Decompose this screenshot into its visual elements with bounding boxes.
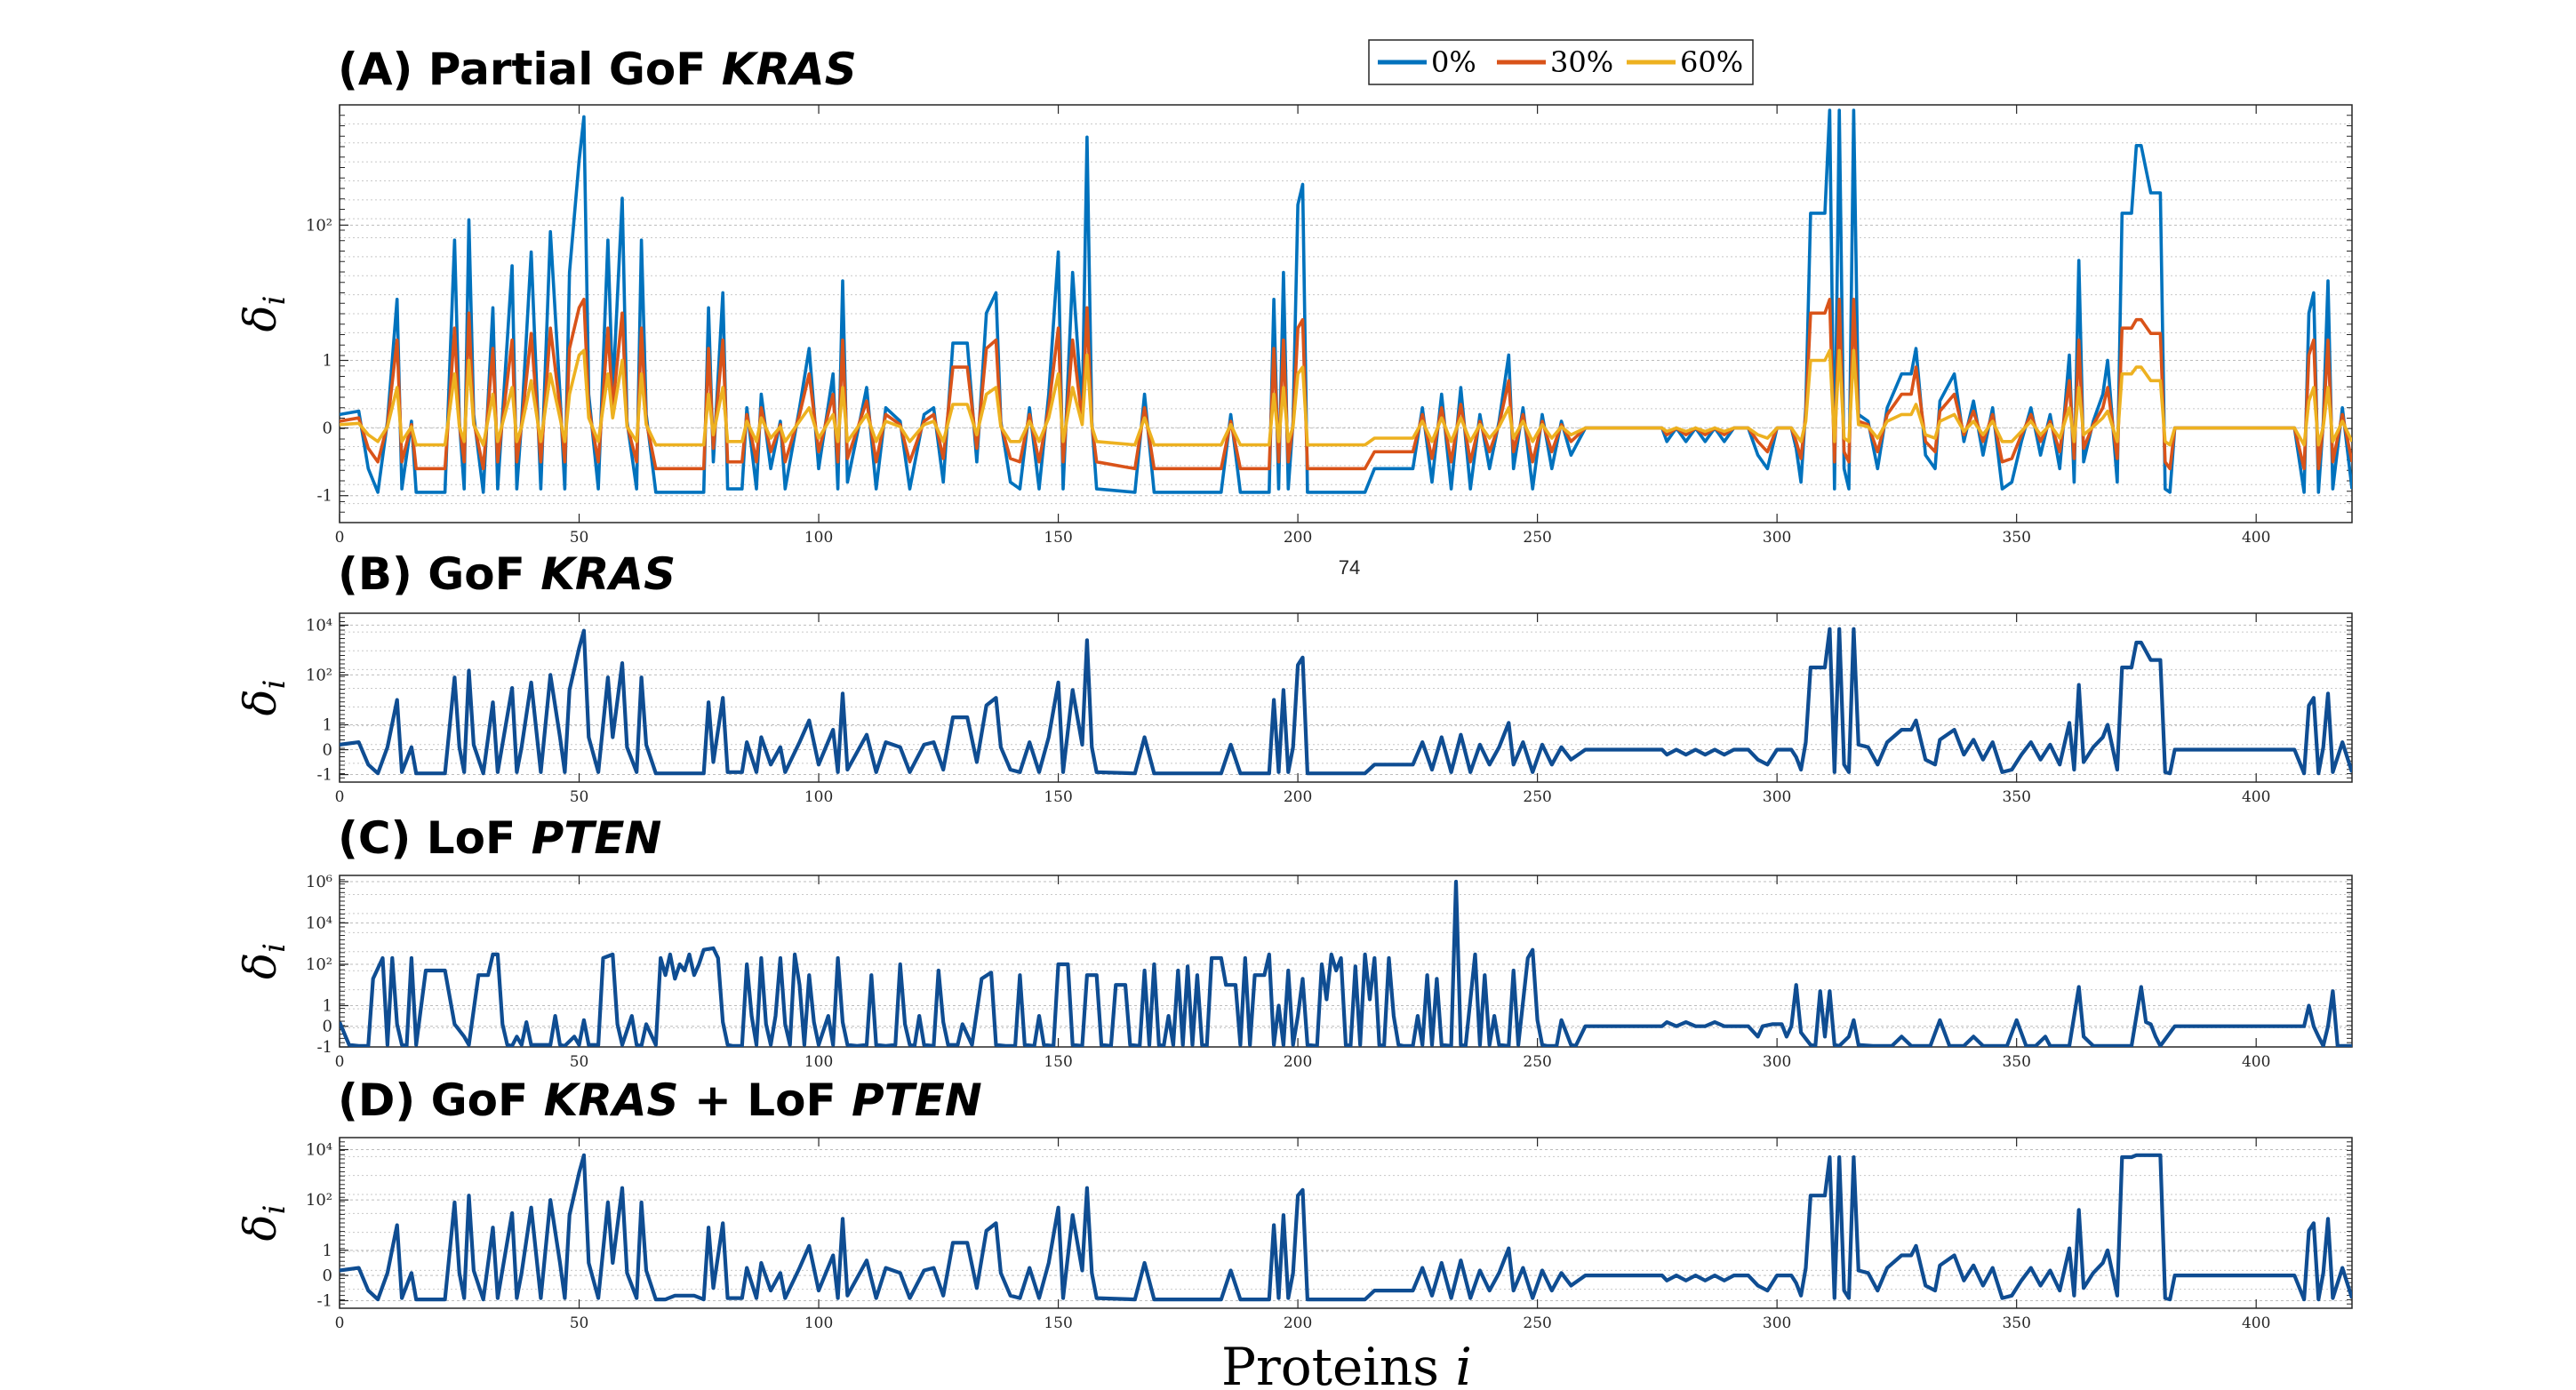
series-line-D-0: [340, 1153, 2352, 1302]
x-tick-label: 300: [1763, 788, 1791, 806]
x-tick-label: 50: [570, 1314, 589, 1332]
x-tick-label: 400: [2242, 788, 2270, 806]
panel-title-D: (D) GoF KRAS + LoF PTEN: [338, 1074, 982, 1126]
panel-A: 0 50 100 150 200 250 300 350 400 -1 0 1 10² δi (A) Par…: [235, 44, 2353, 547]
y-axis-label: δi: [235, 680, 292, 716]
series-line-B-0: [340, 627, 2352, 776]
x-axis-label: Proteins i: [1221, 1337, 1472, 1390]
axis-ticks: [339, 1137, 2352, 1309]
grid: [340, 1149, 2352, 1301]
x-tick-label: 50: [570, 529, 589, 547]
x-tick-label: 150: [1044, 529, 1072, 547]
y-tick-label: -1: [316, 1291, 332, 1310]
x-tick-label: 200: [1284, 1053, 1312, 1071]
x-tick-label: 100: [804, 529, 833, 547]
x-note-74: 74: [1339, 556, 1360, 579]
panel-B: 0 50 100 150 200 250 300 350 400-10110²10⁴δi(B) …: [235, 548, 2353, 806]
x-tick-label: 150: [1044, 788, 1072, 806]
x-tick-label: 0: [335, 1053, 345, 1071]
x-tick-label: 200: [1284, 788, 1312, 806]
series-line-A-2: [340, 348, 2352, 447]
x-tick-label: 350: [2002, 1314, 2030, 1332]
y-tick-label: 10²: [306, 666, 332, 684]
x-tick-label: 150: [1044, 1053, 1072, 1071]
x-tick-label: 250: [1523, 529, 1551, 547]
x-tick-label: 100: [804, 1314, 833, 1332]
panel-D: 0 50 100 150 200 250 300 350 400-10110²10⁴δi(D) …: [235, 1074, 2353, 1332]
x-tick-label: 200: [1284, 529, 1312, 547]
axis-ticks: [339, 875, 2352, 1048]
axis-ticks: [339, 104, 2352, 523]
y-axis-label: δi: [235, 1205, 292, 1242]
y-tick-label: 10⁴: [306, 616, 332, 635]
panel-title-B: (B) GoF KRAS: [338, 548, 676, 600]
y-tick-label: 0: [323, 1266, 332, 1285]
legend-label-1: 30%: [1550, 45, 1613, 79]
y-tick-label: 10²: [306, 216, 332, 235]
y-tick-label: 10⁴: [306, 1141, 332, 1160]
x-tick-label: 50: [570, 788, 589, 806]
x-tick-label: 50: [570, 1053, 589, 1071]
y-tick-label: 0: [323, 741, 332, 760]
y-tick-label: 10²: [306, 955, 332, 974]
x-tick-label: 400: [2242, 1314, 2270, 1332]
y-tick-label: -1: [316, 487, 332, 506]
x-tick-label: 350: [2002, 529, 2030, 547]
series-group: [340, 1153, 2352, 1302]
plot-area: [340, 613, 2352, 782]
y-tick-label: 10²: [306, 1191, 332, 1210]
panel-title-C: (C) LoF PTEN: [338, 812, 661, 864]
legend: 0% 30% 60%: [1368, 39, 1754, 85]
x-tick-label: 400: [2242, 1053, 2270, 1071]
y-tick-label: 1: [323, 1242, 332, 1260]
y-tick-label: 1: [323, 715, 332, 734]
y-tick-label: -1: [316, 766, 332, 785]
y-tick-label: 1: [323, 352, 332, 371]
legend-label-0: 0%: [1431, 45, 1476, 79]
series-group: [340, 627, 2352, 776]
x-tick-label: 300: [1763, 1314, 1791, 1332]
legend-label-2: 60%: [1680, 45, 1743, 79]
y-tick-label: 10⁶: [306, 873, 332, 891]
series-line-A-1: [340, 298, 2352, 471]
panel-C: 0 50 100 150 200 250 300 350 400-10110²10⁴10⁶δi(…: [235, 812, 2353, 1071]
plot-area: [340, 1138, 2352, 1308]
x-tick-label: 200: [1284, 1314, 1312, 1332]
series-group: [340, 879, 2352, 1047]
axis-ticks: [339, 612, 2352, 783]
x-tick-label: 250: [1523, 1314, 1551, 1332]
series-line-A-0: [340, 108, 2352, 494]
y-tick-label: -1: [316, 1038, 332, 1057]
x-tick-label: 400: [2242, 529, 2270, 547]
series-group: [340, 108, 2352, 494]
x-tick-label: 350: [2002, 1053, 2030, 1071]
series-line-C-0: [340, 879, 2352, 1047]
x-tick-label: 0: [335, 529, 345, 547]
y-tick-label: 0: [323, 419, 332, 438]
y-tick-label: 0: [323, 1018, 332, 1036]
x-tick-label: 100: [804, 788, 833, 806]
x-tick-label: 300: [1763, 529, 1791, 547]
x-tick-label: 300: [1763, 1053, 1791, 1071]
y-axis-label: δi: [235, 296, 292, 332]
x-tick-label: 150: [1044, 1314, 1072, 1332]
x-tick-label: 0: [335, 1314, 345, 1332]
x-tick-label: 250: [1523, 788, 1551, 806]
grid: [340, 123, 2352, 505]
y-axis-label: δi: [235, 943, 292, 979]
y-tick-label: 1: [323, 996, 332, 1015]
y-tick-label: 10⁴: [306, 914, 332, 932]
x-tick-label: 250: [1523, 1053, 1551, 1071]
x-tick-label: 350: [2002, 788, 2030, 806]
x-tick-label: 0: [335, 788, 345, 806]
panel-title-A: (A) Partial GoF KRAS: [338, 44, 857, 95]
x-tick-label: 100: [804, 1053, 833, 1071]
